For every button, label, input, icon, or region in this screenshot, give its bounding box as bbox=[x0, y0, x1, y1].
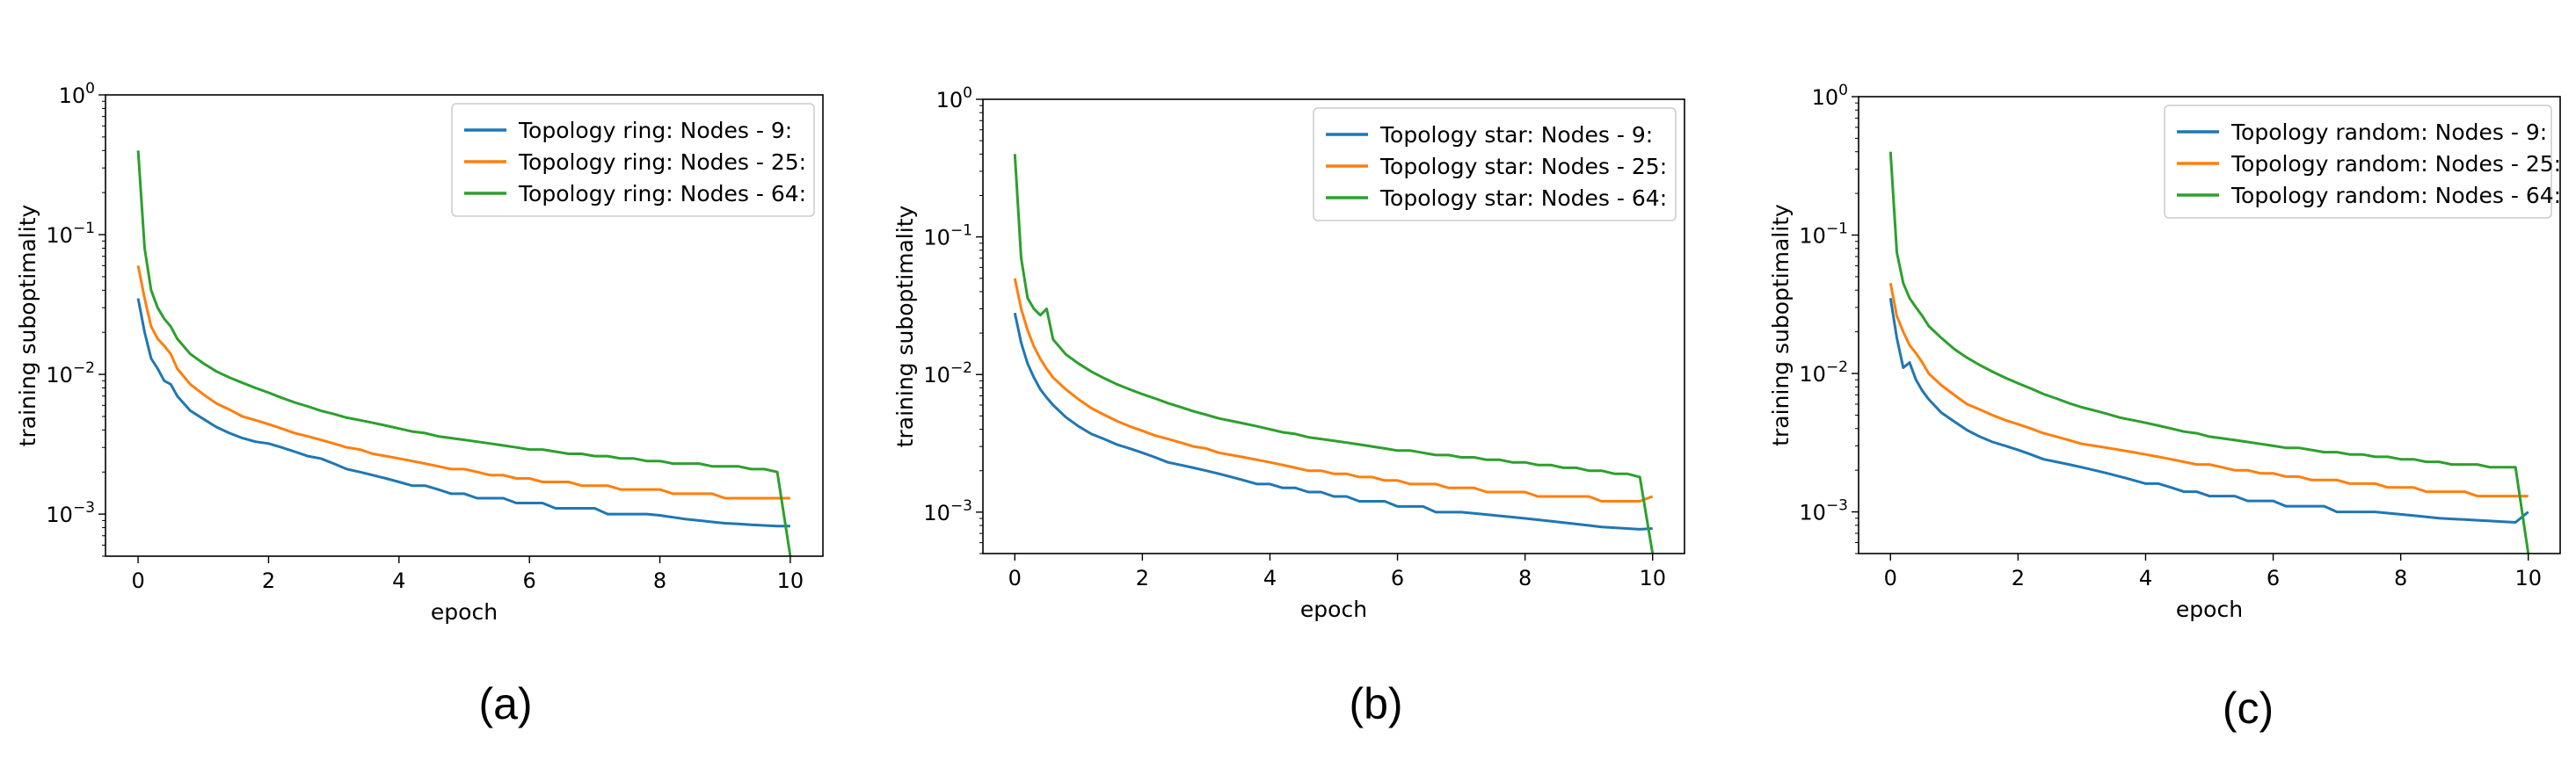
x-tick-label: 4 bbox=[392, 568, 405, 593]
x-tick-label: 2 bbox=[2012, 566, 2025, 590]
legend-label: Topology star: Nodes - 25: bbox=[1379, 154, 1667, 179]
plot-lines bbox=[136, 150, 792, 556]
x-tick-label: 10 bbox=[1639, 566, 1666, 590]
x-tick-label: 8 bbox=[2394, 566, 2407, 590]
chart-panel-3: 0 2 4 6 8 10 10−3 10−2 10−1 100 epoch training subo… bbox=[1768, 82, 2561, 733]
x-tick-label: 6 bbox=[523, 568, 536, 593]
axes-frame bbox=[1858, 96, 2561, 554]
x-axis-label: epoch bbox=[2176, 597, 2243, 622]
chart-panel-1: 0 2 4 6 8 10 10−3 10−2 10−1 100 epoch training subo… bbox=[15, 80, 824, 728]
y-tick-label: 10−1 bbox=[46, 220, 95, 248]
series-line-1 bbox=[1888, 298, 2529, 524]
series-line-2 bbox=[1888, 282, 2529, 498]
x-tick-label: 4 bbox=[1263, 566, 1277, 590]
legend-box bbox=[1313, 107, 1677, 221]
plot-lines bbox=[1888, 151, 2530, 554]
legend-label: Topology ring: Nodes - 64: bbox=[518, 181, 806, 206]
series-line-1 bbox=[136, 298, 790, 528]
legend: Topology ring: Nodes - 9: Topology ring: … bbox=[451, 103, 815, 217]
subfigure-caption: (a) bbox=[478, 679, 532, 728]
y-tick-label: 100 bbox=[1812, 82, 1848, 110]
x-tick-label: 2 bbox=[262, 568, 275, 593]
subfigure-caption: (c) bbox=[2223, 684, 2274, 733]
series-line-1 bbox=[1013, 312, 1653, 531]
y-axis-label: training suboptimality bbox=[892, 205, 918, 447]
legend: Topology random: Nodes - 9: Topology rand… bbox=[2164, 105, 2561, 219]
series-line-3 bbox=[1888, 151, 2530, 554]
y-axis-label: training suboptimality bbox=[15, 204, 40, 446]
legend-label: Topology star: Nodes - 64: bbox=[1379, 185, 1667, 211]
legend-box bbox=[451, 103, 815, 217]
series-line-2 bbox=[136, 265, 790, 500]
legend-box bbox=[2164, 105, 2552, 219]
series-line-3 bbox=[136, 150, 792, 556]
legend-label: Topology random: Nodes - 25: bbox=[2230, 151, 2561, 177]
axes-frame bbox=[982, 98, 1685, 554]
y-tick-label: 10−2 bbox=[46, 359, 95, 387]
x-tick-label: 6 bbox=[1391, 566, 1404, 590]
legend-label: Topology random: Nodes - 64: bbox=[2230, 183, 2561, 208]
plot-lines bbox=[1013, 154, 1655, 554]
y-axis-label: training suboptimality bbox=[1768, 204, 1794, 446]
x-tick-label: 0 bbox=[131, 568, 144, 593]
x-tick-label: 2 bbox=[1136, 566, 1149, 590]
legend-label: Topology star: Nodes - 9: bbox=[1379, 122, 1653, 148]
y-tick-label: 10−2 bbox=[1799, 358, 1848, 387]
y-tick-label: 100 bbox=[936, 84, 972, 112]
x-tick-label: 4 bbox=[2139, 566, 2152, 590]
chart-panel-2: 0 2 4 6 8 10 10−3 10−2 10−1 100 epoch training subo… bbox=[892, 84, 1685, 728]
legend-label: Topology ring: Nodes - 9: bbox=[518, 118, 792, 143]
legend: Topology star: Nodes - 9: Topology star: … bbox=[1313, 107, 1677, 221]
y-tick-label: 100 bbox=[59, 80, 95, 108]
y-tick-label: 10−3 bbox=[923, 497, 972, 525]
x-tick-label: 8 bbox=[1518, 566, 1532, 590]
x-axis-label: epoch bbox=[1300, 597, 1367, 622]
series-line-3 bbox=[1013, 154, 1655, 554]
x-tick-label: 10 bbox=[777, 568, 804, 593]
x-tick-label: 0 bbox=[1008, 566, 1022, 590]
y-tick-label: 10−3 bbox=[1799, 497, 1848, 525]
y-tick-label: 10−3 bbox=[46, 499, 95, 527]
x-tick-label: 6 bbox=[2267, 566, 2280, 590]
x-tick-label: 8 bbox=[653, 568, 666, 593]
x-tick-label: 0 bbox=[1884, 566, 1897, 590]
legend-label: Topology ring: Nodes - 25: bbox=[518, 149, 806, 175]
axes-frame bbox=[105, 94, 824, 557]
y-tick-label: 10−1 bbox=[923, 222, 972, 250]
y-tick-label: 10−2 bbox=[923, 359, 972, 387]
legend-label: Topology random: Nodes - 9: bbox=[2230, 119, 2547, 145]
y-tick-label: 10−1 bbox=[1799, 221, 1848, 249]
series-line-2 bbox=[1013, 278, 1654, 503]
x-tick-label: 10 bbox=[2514, 566, 2542, 590]
x-axis-label: epoch bbox=[431, 599, 498, 625]
subfigure-caption: (b) bbox=[1349, 679, 1402, 728]
